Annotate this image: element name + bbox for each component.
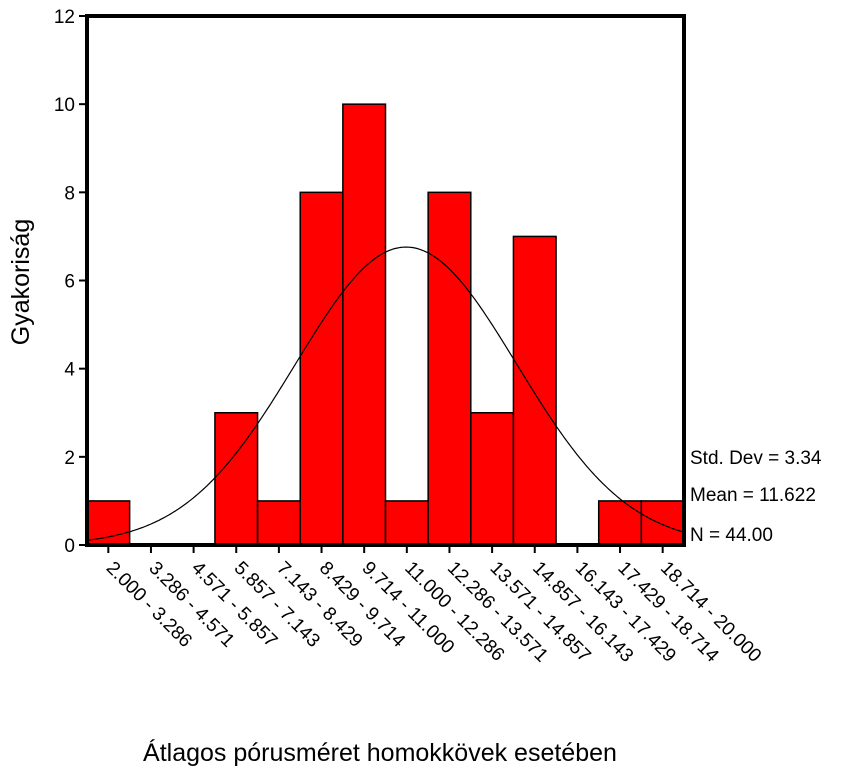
- y-tick-label-2: 4: [64, 360, 75, 381]
- bar-6: [299, 191, 344, 546]
- y-axis-title: Gyakoriság: [7, 219, 35, 345]
- bar-10: [470, 412, 515, 546]
- y-axis-ticks: 0 2 4 6 8 10 12: [54, 7, 87, 557]
- y-tick-label-1: 2: [64, 448, 75, 469]
- bar-11: [512, 235, 557, 546]
- bar-1: [86, 500, 131, 546]
- mean-label: Mean = 11.622: [690, 485, 816, 506]
- bar-5: [256, 500, 301, 546]
- y-tick-label-5: 10: [54, 95, 75, 116]
- bars-group: [86, 103, 685, 546]
- normal-curve: [86, 246, 684, 541]
- x-axis-title: Átlagos pórusméret homokkövek esetében: [143, 738, 617, 767]
- n-label: N = 44.00: [690, 525, 773, 546]
- bar-7: [342, 103, 387, 546]
- bar-14: [640, 500, 685, 546]
- y-tick-label-4: 8: [64, 183, 75, 204]
- bar-8: [384, 500, 429, 546]
- y-tick-label-3: 6: [64, 272, 75, 293]
- std-dev-label: Std. Dev = 3.34: [690, 448, 822, 469]
- bar-9: [427, 191, 472, 546]
- y-tick-label-6: 12: [54, 7, 75, 28]
- bar-13: [597, 500, 643, 546]
- y-tick-label-0: 0: [64, 536, 75, 557]
- statistics-box: Std. Dev = 3.34 Mean = 11.622 N = 44.00: [690, 448, 822, 546]
